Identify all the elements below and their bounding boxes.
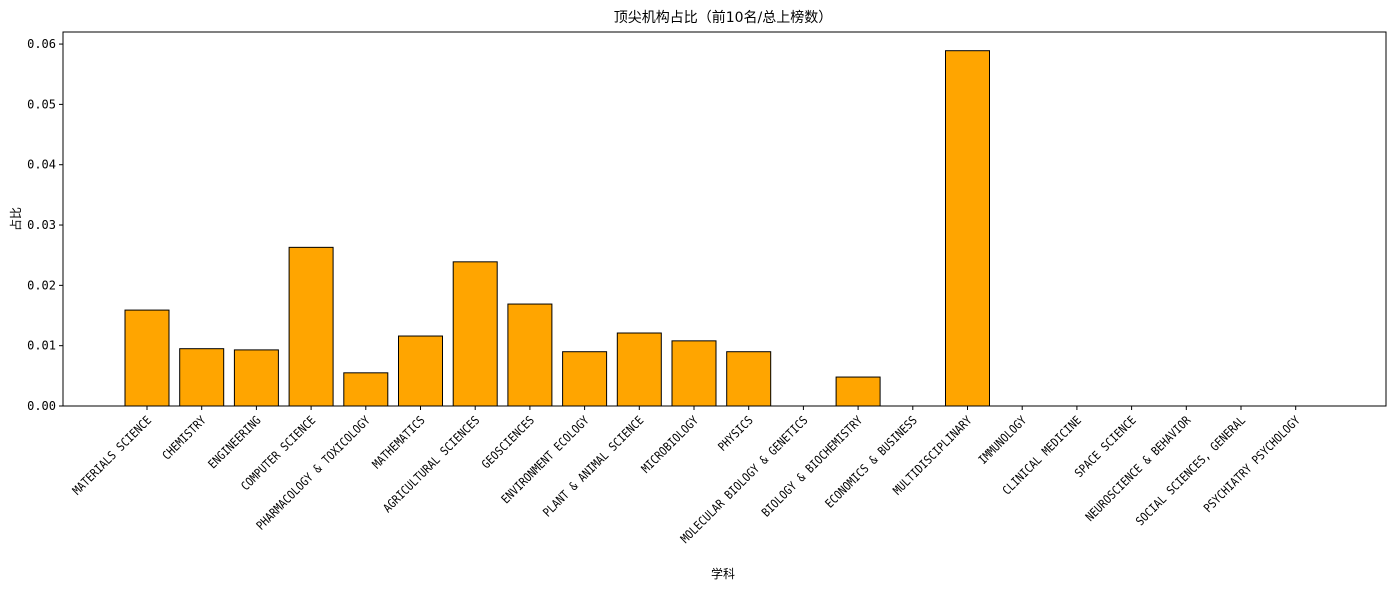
plot-frame <box>62 31 1387 407</box>
bar <box>562 351 608 407</box>
bar <box>945 50 990 407</box>
x-tick-label: IMMUNOLOGY <box>976 413 1030 467</box>
y-axis-label: 占比 <box>8 207 23 231</box>
bar <box>343 372 389 407</box>
x-tick-label: MICROBIOLOGY <box>639 413 702 476</box>
x-tick-label: PSYCHIATRY PSYCHOLOGY <box>1201 413 1303 515</box>
x-tick-label: SOCIAL SCIENCES, GENERAL <box>1133 413 1248 528</box>
y-tick-label: 0.03 <box>27 218 56 232</box>
bar <box>124 309 170 407</box>
x-tick-label: PLANT & ANIMAL SCIENCE <box>540 413 646 519</box>
x-tick-label: ECONOMICS & BUSINESS <box>822 413 920 511</box>
x-axis-label: 学科 <box>711 566 735 581</box>
x-tick-label: NEUROSCIENCE & BEHAVIOR <box>1083 413 1194 524</box>
bars-group <box>124 50 990 407</box>
bar <box>835 376 881 407</box>
x-tick-label: CHEMISTRY <box>159 413 209 463</box>
x-tick-label: AGRICULTURAL SCIENCES <box>380 413 482 515</box>
bar <box>288 246 334 407</box>
x-tick-label: ENGINEERING <box>205 413 263 471</box>
bar <box>616 332 662 407</box>
ticks-group: MATERIALS SCIENCECHEMISTRYENGINEERINGCOM… <box>27 37 1303 546</box>
x-tick-label: MATERIALS SCIENCE <box>70 413 154 497</box>
y-tick-label: 0.01 <box>27 339 56 353</box>
x-tick-label: PHARMACOLOGY & TOXICOLOGY <box>253 413 373 533</box>
bar <box>726 351 772 407</box>
bar <box>671 340 717 407</box>
y-tick-label: 0.02 <box>27 278 56 292</box>
bar <box>398 335 443 407</box>
x-tick-label: GEOSCIENCES <box>479 413 537 471</box>
y-tick-label: 0.00 <box>27 399 56 413</box>
bar <box>507 303 553 407</box>
y-tick-label: 0.05 <box>27 97 56 111</box>
x-tick-label: PHYSICS <box>715 413 756 454</box>
y-tick-label: 0.04 <box>27 158 56 172</box>
bar <box>233 349 279 407</box>
x-tick-label: MATHEMATICS <box>369 413 427 471</box>
bar <box>452 261 498 407</box>
bar <box>179 348 225 407</box>
y-tick-label: 0.06 <box>27 37 56 51</box>
x-tick-label: BIOLOGY & BIOCHEMISTRY <box>759 413 866 520</box>
chart-title: 顶尖机构占比（前10名/总上榜数） <box>614 9 833 26</box>
